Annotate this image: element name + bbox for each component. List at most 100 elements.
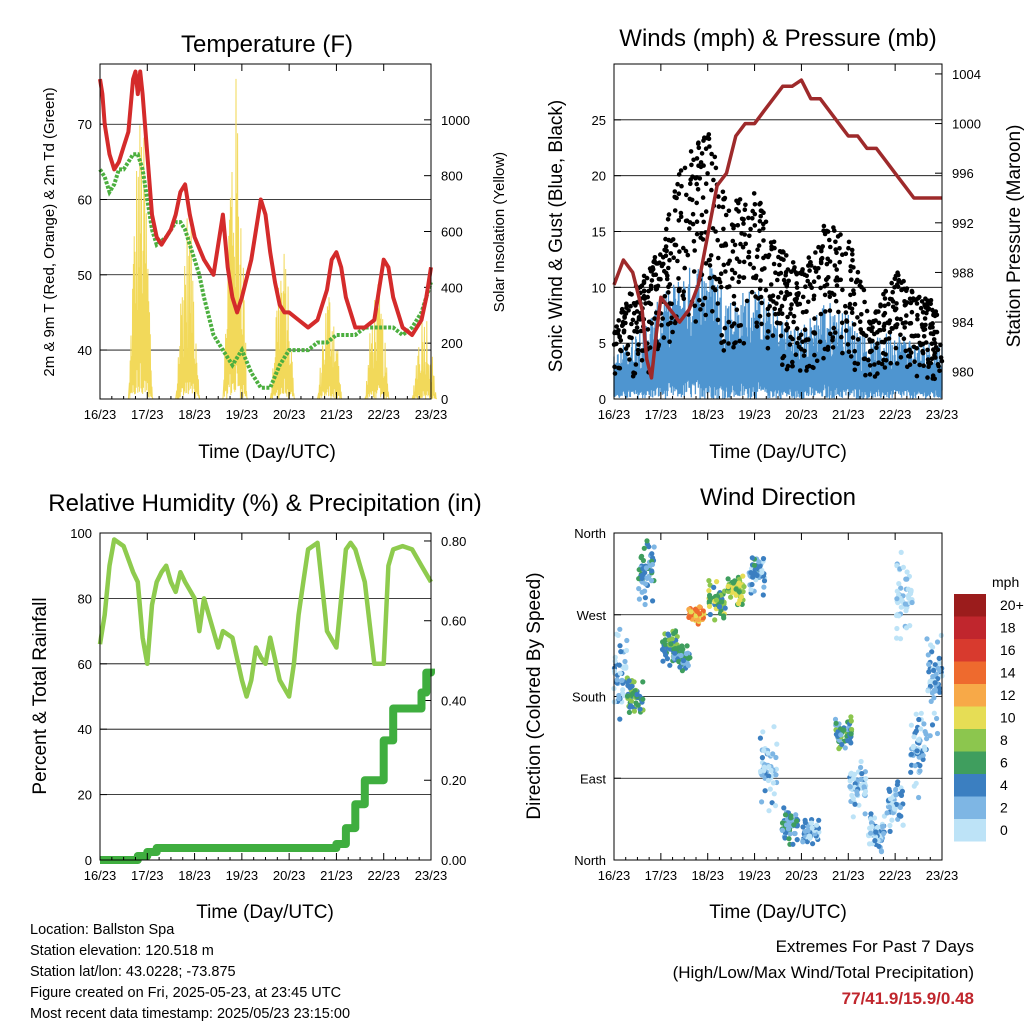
gust-dot [730,249,736,254]
direction-dot [926,661,932,668]
direction-dot [680,657,687,664]
gust-dot [925,357,931,362]
gust-dot [847,305,852,310]
insolation-line [269,253,296,400]
direction-dot [936,685,942,691]
gust-dot [822,346,828,352]
direction-dot [631,679,637,685]
gust-dot [875,341,880,346]
gust-dot [771,299,776,304]
temperature-panel: Temperature (F) 40 50 60 70 0 200 400 600 800 100… [41,31,508,463]
gust-dot [848,268,853,274]
gust-dot [676,172,682,177]
gust-dot [701,163,706,168]
direction-dot [760,729,766,735]
gust-dot [822,292,828,298]
pressure-line [612,78,942,380]
gust-dot [758,200,763,206]
gust-dot [665,322,671,327]
direction-dot [898,549,904,556]
gust-dot [896,277,902,283]
gust-dot [737,197,743,202]
gust-dot [731,225,736,231]
direction-dot [713,597,720,603]
gust-dot [921,363,926,369]
direction-dot [787,831,793,837]
gust-dot [772,306,777,312]
gust-dot [895,284,901,290]
rh-frame [99,532,432,861]
direction-dot [761,747,767,754]
direction-dot [757,563,763,569]
gust-dot [849,277,854,283]
direction-dot [931,667,937,674]
direction-dot [898,585,904,591]
gust-dot [708,253,714,258]
direction-dot [706,599,712,605]
gust-dot [934,329,940,335]
gust-dot [703,209,709,214]
direction-dot [631,708,638,714]
gust-dot [855,337,861,342]
gust-dot [773,311,778,317]
direction-dot [628,698,635,704]
temp-xtick-label: 18/23 [178,407,211,422]
direction-dot [749,581,755,588]
rh-xtick-label: 16/23 [84,868,117,883]
gust-dot [778,290,784,295]
extremes-subheading: (High/Low/Max Wind/Total Precipitation) [672,963,974,982]
gust-dot [938,355,944,360]
gust-dot [677,249,682,254]
gust-dot [775,277,780,283]
direction-dot [872,838,878,844]
temp-xtick-label: 22/23 [367,407,400,422]
gust-dot [918,305,924,311]
colorbar-swatch [954,616,986,639]
gust-dot [699,231,704,236]
gust-dot [732,242,738,248]
gust-dot [878,303,883,309]
gust-dot [818,257,824,262]
direction-dot [922,729,928,735]
gust-dot [635,329,640,335]
temp-xtick-label: 17/23 [131,407,164,422]
gust-dot [761,226,766,231]
direction-dot [914,748,920,754]
gust-dot [748,226,753,232]
gust-dot [794,326,800,331]
gust-dot [788,306,794,312]
gust-dot [668,251,674,256]
gust-dot [922,303,928,308]
direction-dot [802,828,808,834]
direction-dot [807,833,813,840]
gust-dot [830,345,836,350]
wind-ytick-label: 15 [592,225,606,240]
direction-dot [738,594,745,600]
direction-dot [935,676,941,682]
direction-dot [913,711,919,717]
gust-dot [805,278,810,284]
extremes-heading: Extremes For Past 7 Days [775,937,974,956]
gust-dot [755,247,760,252]
direction-dot [900,564,907,570]
gust-dot [911,298,916,303]
gust-dot [802,327,808,333]
direction-ytick-label: West [577,608,607,623]
gust-dot [791,319,796,325]
direction-dot [924,636,930,642]
gust-dot [699,151,705,156]
direction-dot [932,662,938,668]
gust-dot [738,241,743,247]
gust-dot [612,329,618,335]
direction-dot [873,829,879,835]
direction-dot [651,544,657,550]
gust-dot [675,181,680,187]
gust-dot [866,326,872,332]
direction-dot [896,812,902,818]
gust-dot [831,325,837,331]
gust-dot [678,168,684,173]
gust-dot [649,278,655,283]
gust-dot [700,237,706,242]
gust-dot [893,306,899,312]
direction-dot [810,841,816,847]
